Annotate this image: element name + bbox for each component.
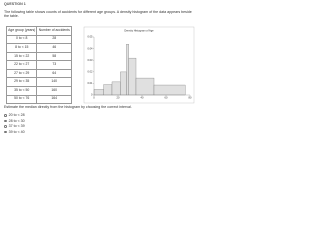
radio-button[interactable] — [4, 125, 7, 128]
radio-button[interactable] — [4, 130, 7, 134]
x-tick-label: 0 — [93, 96, 95, 100]
y-tick-label: 0 — [91, 93, 93, 97]
bar — [153, 84, 186, 96]
bar — [103, 84, 113, 96]
question-number: QUESTION 1 — [4, 2, 26, 6]
bar — [135, 77, 155, 96]
bar — [128, 57, 137, 96]
radio-button[interactable] — [4, 113, 7, 117]
x-tick-label: 80 — [189, 96, 192, 100]
option-label: 37 to < 39 — [8, 124, 25, 129]
option-label: 39 to < 40 — [8, 129, 25, 134]
y-tick-label: 0.02 — [87, 69, 93, 73]
table-row: 50 to < 76 164 — [5, 94, 72, 105]
y-tick-label: 0.03 — [87, 58, 93, 62]
histogram-chart: Density Histogram of Age 0 0.01 0.02 0.03 0.… — [83, 26, 195, 104]
bar — [111, 81, 121, 96]
option[interactable]: 39 to < 40 — [4, 130, 25, 134]
bar — [93, 89, 104, 96]
option[interactable]: 37 to < 39 — [4, 124, 25, 128]
bar — [126, 44, 129, 96]
y-tick-label: 0.04 — [87, 46, 93, 50]
x-tick-label: 20 — [117, 96, 120, 100]
chart-title: Density Histogram of Age — [124, 29, 154, 33]
radio-button[interactable] — [4, 119, 7, 123]
option-label: 20 to < 28 — [8, 113, 25, 117]
question-intro: The following table shows counts of acci… — [4, 10, 192, 19]
x-tick-label: 60 — [165, 96, 168, 100]
option[interactable]: 28 to < 30 — [4, 119, 25, 123]
y-tick-label: 0.05 — [87, 35, 93, 39]
bar — [120, 71, 127, 96]
page: QUESTION 1 The following table shows cou… — [0, 0, 200, 136]
option[interactable]: 20 to < 28 — [4, 113, 25, 117]
option-label: 28 to < 30 — [8, 118, 25, 123]
data-table: Age group (years) Number of accidents 0 to… — [5, 26, 72, 105]
x-tick-label: 40 — [141, 96, 144, 100]
y-tick-label: 0.01 — [87, 81, 93, 85]
table-cell: 50 to < 76 — [5, 94, 38, 105]
table-cell: 164 — [36, 94, 72, 105]
question-text: Estimate the median directly from the hi… — [4, 105, 132, 109]
